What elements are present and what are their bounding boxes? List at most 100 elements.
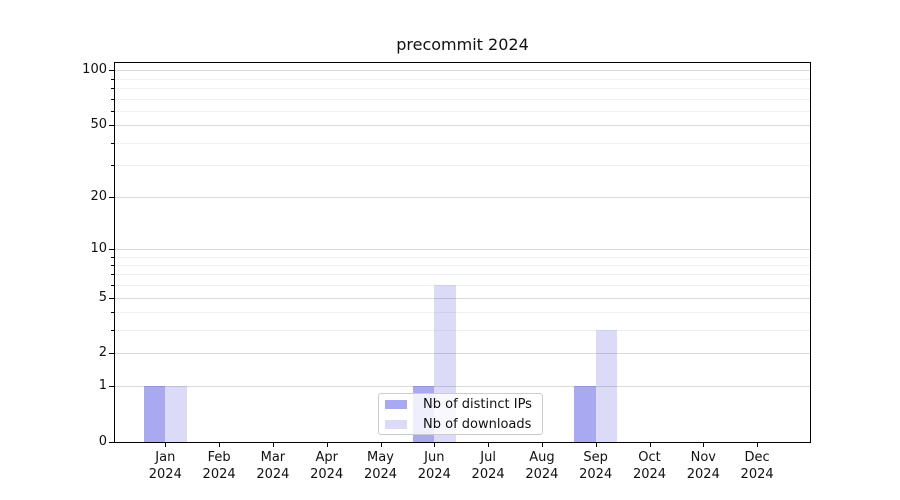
- x-axis-tick-label: Nov 2024: [673, 449, 733, 483]
- x-tick-year: 2024: [740, 467, 774, 482]
- x-tick-month: Mar: [260, 450, 286, 465]
- gridline-minor: [115, 110, 810, 112]
- legend-item-downloads: Nb of downloads: [379, 415, 542, 433]
- y-minor-tick-mark: [111, 256, 114, 258]
- y-tick-mark: [109, 196, 114, 198]
- y-tick-mark: [109, 248, 114, 250]
- legend: Nb of distinct IPs Nb of downloads: [378, 393, 543, 435]
- gridline-minor: [115, 78, 810, 80]
- x-axis-tick-label: Dec 2024: [727, 449, 787, 483]
- gridline-minor: [115, 87, 810, 89]
- y-minor-tick-mark: [111, 274, 114, 276]
- y-tick-mark: [109, 125, 114, 127]
- x-tick-year: 2024: [310, 467, 344, 482]
- gridline-major: [115, 386, 810, 388]
- plot-area: [114, 62, 811, 443]
- x-axis-tick-label: Aug 2024: [512, 449, 572, 483]
- x-tick-mark: [380, 443, 382, 447]
- x-tick-month: Jul: [480, 450, 496, 465]
- x-tick-year: 2024: [525, 467, 559, 482]
- x-tick-month: May: [367, 450, 394, 465]
- y-axis-tick-label: 100: [82, 62, 107, 78]
- x-axis-tick-label: Jan 2024: [135, 449, 195, 483]
- x-tick-month: Oct: [638, 450, 661, 465]
- y-minor-tick-mark: [111, 165, 114, 167]
- gridline-major: [115, 125, 810, 127]
- x-tick-mark: [703, 443, 705, 447]
- gridline-minor: [115, 142, 810, 144]
- x-tick-month: Aug: [529, 450, 555, 465]
- legend-item-distinct-ips: Nb of distinct IPs: [379, 395, 542, 413]
- y-minor-tick-mark: [111, 330, 114, 332]
- gridline-major: [115, 70, 810, 72]
- gridline-minor: [115, 256, 810, 258]
- y-minor-tick-mark: [111, 87, 114, 89]
- x-tick-year: 2024: [579, 467, 613, 482]
- y-tick-mark: [109, 442, 114, 443]
- bar-distinct-ips: [143, 386, 166, 442]
- gridline-minor: [115, 330, 810, 332]
- x-tick-month: Nov: [690, 450, 716, 465]
- x-tick-year: 2024: [202, 467, 236, 482]
- y-minor-tick-mark: [111, 78, 114, 80]
- y-axis-tick-label: 5: [98, 289, 107, 305]
- gridline-major: [115, 248, 810, 250]
- x-tick-mark: [165, 443, 167, 447]
- chart-title: precommit 2024: [396, 35, 529, 54]
- legend-label-downloads: Nb of downloads: [423, 416, 532, 432]
- y-minor-tick-mark: [111, 285, 114, 287]
- x-axis-tick-label: Sep 2024: [566, 449, 626, 483]
- x-tick-mark: [272, 443, 274, 447]
- bar-distinct-ips: [574, 386, 596, 442]
- x-tick-mark: [434, 443, 436, 447]
- x-axis-tick-label: Jun 2024: [404, 449, 464, 483]
- y-minor-tick-mark: [111, 142, 114, 144]
- gridline-major: [115, 196, 810, 198]
- x-tick-mark: [541, 443, 543, 447]
- x-tick-month: Dec: [744, 450, 770, 465]
- x-axis-tick-label: Apr 2024: [297, 449, 357, 483]
- x-tick-year: 2024: [148, 467, 182, 482]
- x-axis-tick-label: May 2024: [351, 449, 411, 483]
- x-tick-mark: [757, 443, 759, 447]
- x-axis-tick-label: Feb 2024: [189, 449, 249, 483]
- x-tick-year: 2024: [686, 467, 720, 482]
- y-tick-mark: [109, 353, 114, 355]
- y-axis-tick-label: 20: [90, 188, 107, 204]
- x-tick-mark: [595, 443, 597, 447]
- bar-downloads: [165, 386, 187, 442]
- x-tick-month: Jun: [424, 450, 445, 465]
- x-tick-year: 2024: [417, 467, 451, 482]
- gridline-minor: [115, 312, 810, 314]
- x-tick-year: 2024: [256, 467, 290, 482]
- bar-downloads: [595, 330, 618, 442]
- x-tick-month: Jan: [155, 450, 176, 465]
- y-axis-tick-label: 50: [90, 117, 107, 133]
- gridline-minor: [115, 98, 810, 100]
- gridline-minor: [115, 274, 810, 276]
- y-tick-mark: [109, 386, 114, 388]
- gridline-minor: [115, 285, 810, 287]
- x-axis-tick-label: Mar 2024: [243, 449, 303, 483]
- y-axis-tick-label: 0: [98, 434, 107, 449]
- x-tick-month: Feb: [207, 450, 231, 465]
- gridline-minor: [115, 264, 810, 266]
- x-tick-month: Sep: [583, 450, 608, 465]
- x-axis-tick-label: Oct 2024: [620, 449, 680, 483]
- y-minor-tick-mark: [111, 110, 114, 112]
- y-minor-tick-mark: [111, 98, 114, 100]
- y-axis-tick-label: 1: [98, 378, 107, 394]
- x-axis-tick-label: Jul 2024: [458, 449, 518, 483]
- x-tick-mark: [488, 443, 490, 447]
- gridline-minor: [115, 165, 810, 167]
- legend-swatch-distinct-ips: [385, 399, 407, 409]
- x-tick-year: 2024: [471, 467, 505, 482]
- y-axis-tick-label: 2: [98, 345, 107, 361]
- y-tick-mark: [109, 70, 114, 72]
- x-tick-year: 2024: [363, 467, 398, 482]
- x-tick-mark: [219, 443, 221, 447]
- gridline-major: [115, 353, 810, 355]
- legend-swatch-downloads: [385, 419, 407, 429]
- x-tick-year: 2024: [632, 467, 667, 482]
